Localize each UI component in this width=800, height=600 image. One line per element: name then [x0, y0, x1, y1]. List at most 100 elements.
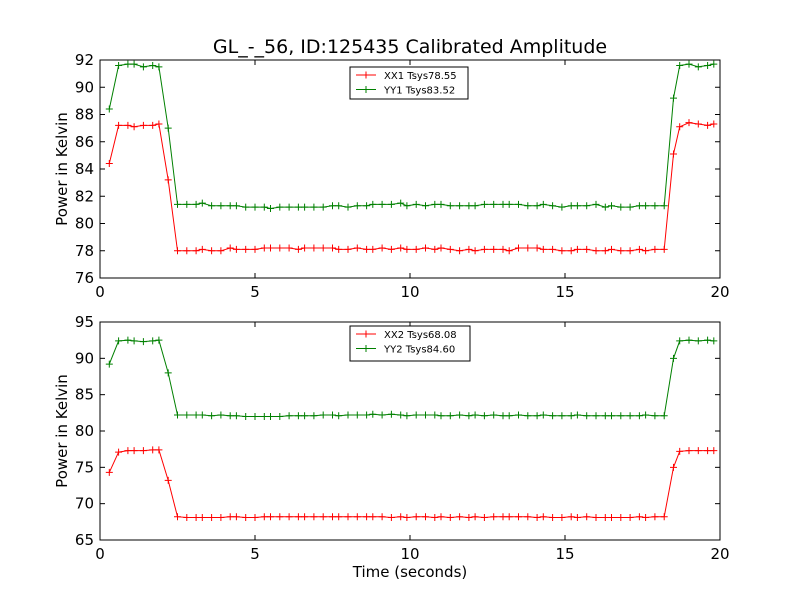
series-red [105, 119, 718, 255]
data-point [651, 245, 659, 253]
data-point [465, 412, 473, 420]
data-point [601, 412, 609, 420]
data-point [592, 200, 600, 208]
data-point [456, 411, 464, 419]
data-point [465, 202, 473, 210]
data-point [558, 247, 566, 255]
data-point [710, 60, 718, 68]
data-point [310, 513, 318, 521]
data-point [294, 203, 302, 211]
data-point [626, 203, 634, 211]
data-point [149, 337, 157, 345]
data-point [387, 245, 395, 253]
data-point [310, 203, 318, 211]
legend: XX1 Tsys78.55 YY1 Tsys83.52 [349, 66, 469, 100]
data-point [583, 245, 591, 253]
data-point [183, 247, 191, 255]
data-point [704, 447, 712, 455]
y-tick-label: 84 [75, 160, 94, 178]
data-point [533, 244, 541, 252]
data-point [676, 61, 684, 69]
y-tick-label: 90 [75, 349, 94, 367]
y-tick-label: 76 [75, 269, 94, 287]
data-point [115, 61, 123, 69]
data-point [422, 244, 429, 252]
data-point [183, 513, 191, 521]
data-point [505, 200, 513, 208]
data-point [626, 412, 634, 420]
data-point [642, 513, 650, 521]
data-point [198, 199, 206, 207]
data-point [539, 513, 547, 521]
data-point [387, 200, 395, 208]
data-point [329, 411, 336, 419]
data-point [549, 513, 557, 521]
data-point [174, 411, 181, 419]
x-tick-label: 5 [250, 545, 260, 563]
data-point [226, 412, 234, 420]
data-point [285, 412, 293, 420]
data-point [533, 412, 541, 420]
data-point [670, 354, 677, 362]
data-point [387, 513, 395, 521]
data-point [260, 513, 268, 521]
data-point [192, 513, 200, 521]
data-point [267, 412, 274, 420]
data-point [164, 369, 172, 377]
legend-label: XX2 Tsys68.08 [384, 330, 457, 341]
data-point [124, 121, 132, 129]
data-point [617, 203, 625, 211]
data-point [651, 412, 659, 420]
data-point [174, 247, 181, 255]
data-point [524, 244, 532, 252]
data-point [505, 412, 513, 420]
legend-marker [362, 330, 370, 338]
data-point [567, 202, 575, 210]
data-point [617, 513, 625, 521]
x-tick-label: 0 [95, 545, 105, 563]
data-point [567, 247, 575, 255]
data-point [505, 513, 513, 521]
data-point [524, 412, 532, 420]
data-point [499, 513, 507, 521]
series-green [105, 336, 718, 420]
data-point [217, 513, 225, 521]
data-point [471, 247, 479, 255]
data-point [471, 513, 479, 521]
data-point [601, 203, 609, 211]
data-point [369, 245, 377, 253]
legend-marker [362, 86, 370, 93]
data-point [285, 513, 293, 521]
data-point [626, 513, 634, 521]
data-point [139, 447, 147, 455]
data-point [403, 245, 411, 253]
data-point [344, 411, 352, 419]
data-point [437, 513, 445, 521]
data-point [685, 60, 693, 68]
data-point [583, 412, 591, 420]
data-point [344, 203, 352, 211]
data-point [635, 513, 643, 521]
data-point [642, 247, 650, 255]
data-point [242, 203, 250, 211]
data-point [670, 94, 677, 102]
data-point [642, 202, 650, 210]
data-point [139, 338, 147, 346]
data-point [198, 411, 206, 419]
data-point [490, 200, 498, 208]
data-point [267, 244, 274, 252]
top-panel: 0 5 10 15 20 76 78 80 82 84 86 88 90 92 Power in Kelvi… [53, 51, 730, 301]
data-point [260, 244, 268, 252]
data-point [226, 202, 234, 210]
legend-label: YY2 Tsys84.60 [383, 345, 455, 356]
bottom-panel: 0 5 10 15 20 65 70 75 80 85 90 95 Power in Kelvin XX2… [53, 313, 730, 563]
data-point [549, 245, 557, 253]
data-point [387, 410, 395, 418]
data-point [353, 202, 361, 210]
data-point [694, 447, 702, 455]
data-point [471, 411, 479, 419]
data-point [608, 513, 615, 521]
y-tick-label: 80 [75, 422, 94, 440]
data-point [319, 244, 327, 252]
